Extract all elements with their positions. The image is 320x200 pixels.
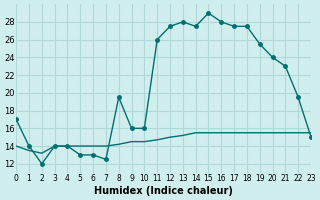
X-axis label: Humidex (Indice chaleur): Humidex (Indice chaleur) (94, 186, 233, 196)
